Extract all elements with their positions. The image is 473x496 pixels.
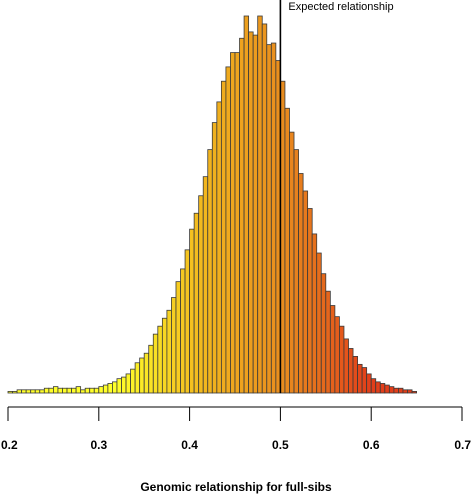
histogram-bar [66,387,72,394]
histogram-bar [53,386,59,394]
histogram-bar [57,387,63,394]
histogram-bar [116,378,122,394]
histogram-bar [302,190,309,394]
histogram-bar [71,387,77,394]
histogram-bar [325,290,331,394]
histogram-bar [134,362,141,394]
histogram-bar [261,23,268,394]
histogram-bar [21,389,27,394]
histogram-bar [75,386,82,394]
histogram-bar [152,333,159,394]
histogram-bars [7,15,417,394]
histogram-bar [16,389,23,394]
histogram-bar [388,386,395,394]
histogram-bar [384,384,390,394]
histogram-bar [202,176,209,394]
x-tick-label: 0.7 [454,438,471,452]
histogram-bar [407,389,413,394]
x-axis-label: Genomic relationship for full-sibs [140,480,332,494]
histogram-bar [184,249,190,394]
histogram-bar [234,52,240,394]
histogram-bar [379,383,386,394]
histogram-bar [307,208,313,394]
histogram-bar [352,356,358,394]
histogram-bar [89,387,95,394]
histogram-bar [189,228,195,394]
histogram-bar [220,80,227,394]
histogram-bar [411,391,417,394]
histogram-bar [361,367,368,394]
histogram-bar [248,31,254,394]
histogram-bar [7,391,13,394]
histogram-bar [12,391,18,394]
histogram-bar [62,387,68,394]
histogram-bar [320,273,327,394]
histogram-bar [48,387,54,394]
histogram-bar [130,368,136,394]
histogram-bar [366,373,372,394]
histogram-bar [230,52,236,394]
histogram-bar [239,37,245,394]
histogram-bar [112,381,118,394]
histogram-bar [270,42,277,394]
histogram-bar [252,34,259,394]
histogram-bar [93,387,100,394]
expected-relationship-label: Expected relationship [288,1,393,13]
histogram-bar [402,389,408,394]
histogram-bar [343,338,349,394]
histogram-bar [284,107,290,394]
histogram-bar [25,389,32,394]
x-tick-label: 0.5 [272,438,289,452]
histogram-bar [30,389,36,394]
histogram-bar [398,387,404,394]
histogram-bar [211,122,218,394]
x-tick-label: 0.2 [1,438,18,452]
x-tick-label: 0.3 [90,438,107,452]
histogram-bar [125,373,131,394]
histogram-bar [257,15,263,394]
histogram-bar [370,378,377,394]
histogram-bar [34,389,41,394]
histogram-bar [157,325,163,394]
x-axis: 0.2 0.3 0.4 0.5 0.6 0.7 [1,406,471,452]
histogram-bar [207,149,213,394]
histogram-bar [121,376,127,394]
histogram-bar [107,383,113,394]
histogram-bar [339,325,345,394]
histogram-bar [102,384,109,394]
histogram-bar [43,387,50,394]
histogram-bar [180,268,186,394]
histogram-bar [161,317,168,394]
x-tick-label: 0.6 [363,438,380,452]
histogram-bar [98,386,104,394]
histogram-bar [166,309,172,394]
histogram-bar [311,233,318,394]
histogram-bar [293,149,299,394]
histogram-bar [329,305,336,394]
histogram-bar [139,357,145,394]
x-tick-label: 0.4 [181,438,198,452]
histogram-bar [84,387,91,394]
histogram-bar [225,66,231,394]
histogram-bar [243,15,250,394]
histogram-bar [198,195,204,394]
histogram-bar [289,131,295,394]
histogram-bar [39,389,45,394]
histogram-bar [193,212,200,394]
histogram-bar [348,348,354,394]
histogram-bar [148,344,154,394]
histogram-bar [216,101,222,394]
histogram-bar [334,316,340,394]
histogram-bar [357,363,363,394]
histogram-bar [175,281,181,394]
histogram-bar [80,389,86,394]
histogram-bar [393,387,399,394]
histogram-bar [143,352,150,394]
histogram-bar [316,252,322,394]
histogram-bar [171,297,177,394]
histogram-bar [375,381,381,394]
histogram-bar [266,44,272,394]
histogram-bar [298,173,304,394]
